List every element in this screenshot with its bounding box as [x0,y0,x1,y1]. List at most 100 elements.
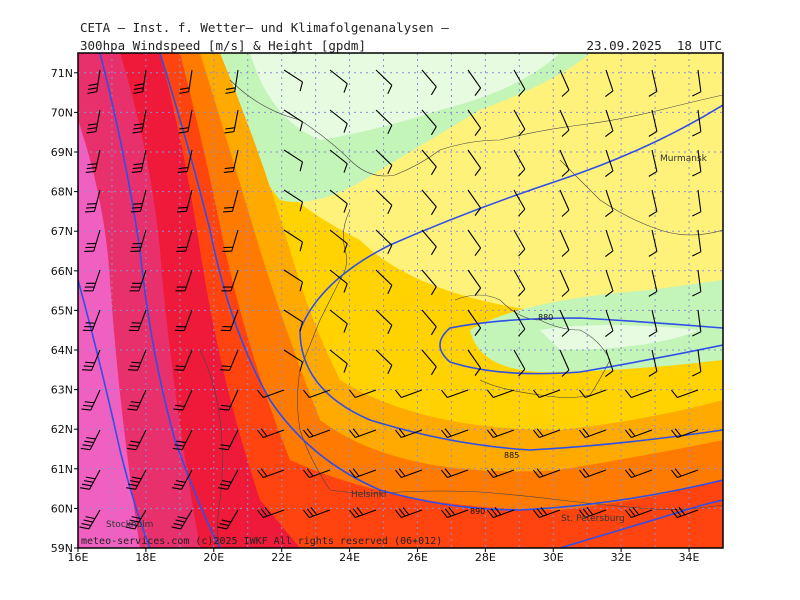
wind-barb [175,269,193,292]
contour-label-890: 890 [470,507,485,516]
wind-barb [173,389,193,411]
wind-barb [605,309,614,338]
wind-barbs [79,69,702,530]
wind-barb [648,309,658,337]
wind-barb [375,109,393,135]
wind-barb [513,149,526,177]
wind-barb [219,389,239,411]
wind-barb [486,507,515,519]
wind-barb [421,229,437,256]
wind-barb [467,349,482,376]
lat-tick-label: 69N [51,146,73,159]
lat-tick-label: 70N [51,106,73,119]
wind-barb [440,468,469,479]
wind-barb [131,149,147,174]
lon-tick-label: 22E [271,551,292,564]
wind-barb [225,69,239,94]
wind-barb [375,229,393,255]
wind-barb [256,507,285,519]
wind-barb [532,428,561,439]
wind-barb [648,269,658,297]
wind-barb [171,509,193,530]
wind-barb [302,428,331,439]
wind-barb [130,229,147,252]
wind-barb [302,507,331,519]
wind-barb [692,189,702,217]
lon-tick-label: 26E [407,551,428,564]
wind-barb [81,389,101,411]
wind-barb [421,109,437,136]
contour-south-east [559,499,723,548]
wind-barb [513,269,526,297]
wind-barb [559,149,570,177]
latitude-labels: 59N 60N 61N 62N 63N 64N 65N 66N 67N 68N 69N 70N 71N [51,67,78,555]
speed-band-east-pale [540,325,700,350]
wind-barb [220,349,239,371]
wind-barb [80,469,101,490]
copyright-notice: meteo-services.com (c)2025 IWKF All righ… [81,536,442,547]
wind-barb [578,468,607,479]
wind-barb [648,189,658,217]
wind-speed-field [78,53,723,548]
wind-barb [87,69,101,94]
lat-tick-label: 66N [51,265,73,278]
wind-barb [648,149,658,177]
wind-barb [486,389,515,399]
lon-tick-label: 20E [203,551,224,564]
wind-barb [82,349,101,371]
wind-barb [605,69,614,98]
contour-inner-low [439,317,723,375]
wind-barb [83,269,101,292]
wind-barb [283,69,304,92]
wind-barb [605,189,614,218]
lon-tick-label: 24E [339,551,360,564]
wind-barb [559,309,570,337]
wind-barb [532,507,561,519]
wind-barb [421,309,437,336]
lon-tick-label: 16E [68,551,89,564]
lon-tick-label: 18E [135,551,156,564]
chart-title-line-2: 300hpa_Windspeed_[m/s]_&_Height_[gpdm] [80,38,366,53]
wind-barb [513,69,526,97]
contour-label-885: 885 [504,451,519,460]
wind-barb [532,468,561,479]
wind-barb [692,349,702,377]
lon-tick-label: 32E [611,551,632,564]
wind-barb [329,349,348,373]
wind-barb [302,389,331,399]
city-murmansk: Murmansk [660,154,708,164]
lat-tick-label: 64N [51,344,73,357]
wind-barb [223,149,239,174]
speed-band-magenta [78,120,140,548]
wind-barb [84,189,101,213]
wind-barb [222,229,239,252]
wind-barb [375,349,393,375]
lat-tick-label: 62N [51,423,73,436]
wind-barb [222,189,239,213]
wind-barb [692,229,702,257]
wind-barb [421,349,437,376]
wind-barb [80,429,101,451]
city-stockholm: Stockholm [106,520,153,530]
wind-barb [176,229,193,252]
wind-barb [329,229,348,253]
wind-barb [692,269,702,297]
wind-barb [440,507,469,519]
wind-barb [394,428,423,439]
wind-barb [283,269,304,292]
wind-barb [559,269,570,297]
wind-barb [302,468,331,479]
wind-barb [283,309,304,332]
lat-tick-label: 60N [51,502,73,515]
wind-barb [329,69,348,93]
wind-barb [348,428,377,439]
wind-barb [224,109,239,134]
wind-barb [394,468,423,479]
wind-barb [174,309,193,332]
wind-barb [467,109,482,136]
wind-barb [329,309,348,333]
lat-tick-label: 67N [51,225,73,238]
map-frame [77,52,724,549]
wind-barb [394,389,423,399]
wind-barb [329,189,348,213]
